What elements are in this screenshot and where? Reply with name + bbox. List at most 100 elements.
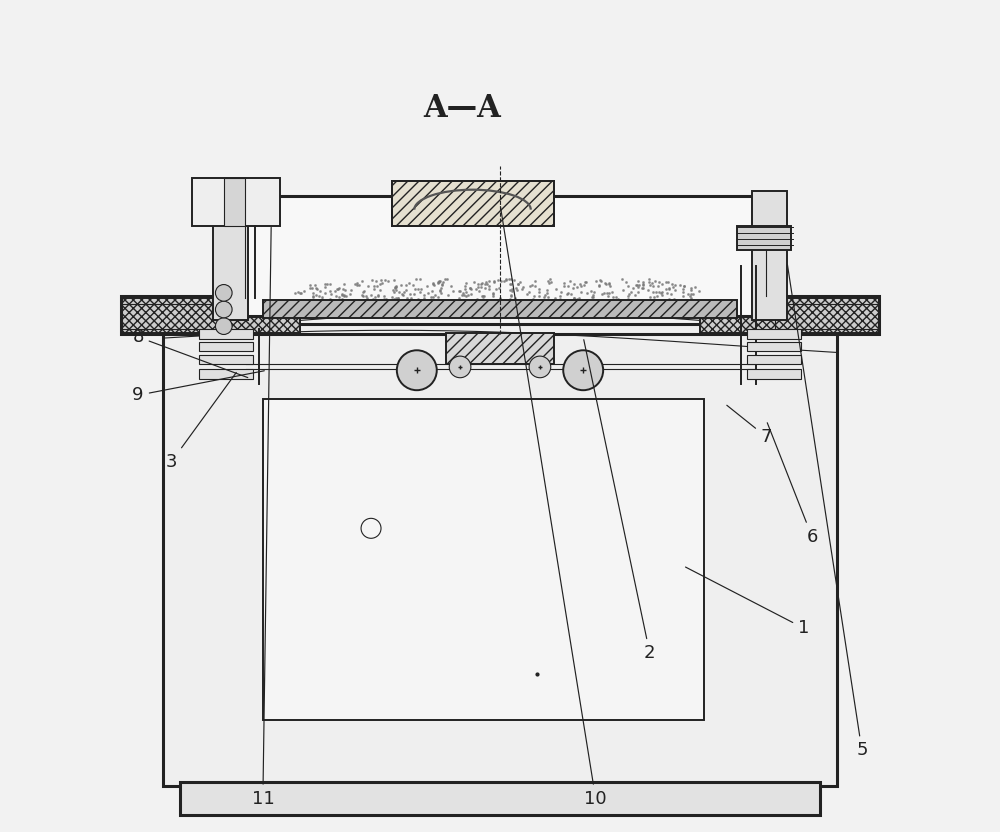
Point — [396, 285, 412, 299]
Point — [401, 277, 417, 290]
Point — [462, 281, 478, 295]
Point — [387, 280, 403, 294]
Point — [583, 285, 599, 298]
Point — [328, 293, 344, 306]
Point — [547, 291, 563, 305]
Point — [457, 283, 473, 296]
Point — [642, 279, 658, 292]
Point — [606, 293, 622, 306]
Point — [676, 280, 692, 293]
Point — [571, 294, 587, 307]
Text: 3: 3 — [166, 373, 236, 471]
Point — [511, 300, 527, 313]
Point — [485, 286, 501, 300]
Point — [648, 300, 664, 313]
Point — [501, 272, 517, 285]
Point — [593, 275, 609, 288]
Point — [503, 272, 519, 285]
Point — [675, 290, 691, 303]
Point — [503, 297, 519, 310]
Bar — [199, 329, 253, 339]
Point — [642, 290, 658, 303]
Point — [434, 278, 450, 291]
Point — [591, 300, 607, 313]
Point — [519, 297, 535, 310]
Point — [486, 275, 502, 289]
Bar — [392, 181, 554, 226]
Point — [680, 287, 696, 300]
Point — [368, 274, 384, 287]
Point — [478, 275, 494, 289]
Point — [644, 277, 660, 290]
Point — [399, 291, 415, 305]
Point — [344, 295, 360, 309]
Point — [358, 301, 374, 314]
Point — [614, 273, 630, 286]
Point — [302, 279, 318, 292]
Point — [437, 272, 453, 285]
Point — [460, 289, 476, 302]
Point — [542, 301, 558, 314]
Point — [593, 295, 609, 309]
Point — [463, 287, 479, 300]
Point — [621, 287, 637, 300]
Point — [354, 289, 370, 302]
Point — [354, 297, 370, 310]
Point — [342, 298, 358, 311]
Point — [630, 281, 646, 295]
Point — [321, 294, 337, 307]
Point — [419, 298, 435, 311]
Point — [443, 280, 459, 293]
Point — [314, 290, 330, 304]
Point — [336, 295, 352, 308]
Point — [469, 293, 485, 306]
Point — [391, 285, 407, 299]
Point — [604, 285, 620, 299]
Point — [440, 295, 456, 308]
Point — [551, 293, 567, 306]
Text: 2: 2 — [584, 339, 656, 662]
Point — [645, 295, 661, 309]
Point — [433, 297, 449, 310]
Point — [531, 290, 547, 303]
Point — [610, 300, 626, 313]
Point — [512, 275, 528, 289]
Point — [331, 281, 347, 295]
Circle shape — [215, 318, 232, 334]
Point — [405, 294, 421, 307]
Circle shape — [449, 356, 471, 378]
Point — [403, 296, 419, 310]
Point — [623, 295, 639, 308]
Point — [390, 291, 406, 305]
Point — [578, 275, 594, 289]
Point — [542, 272, 558, 285]
Point — [452, 297, 468, 310]
Point — [290, 285, 306, 299]
Point — [506, 274, 522, 287]
Text: 11: 11 — [252, 227, 274, 808]
Text: 7: 7 — [727, 405, 772, 446]
Point — [647, 274, 663, 287]
Point — [566, 292, 582, 305]
Point — [479, 295, 495, 308]
Point — [322, 293, 338, 306]
Point — [604, 294, 620, 307]
Point — [496, 275, 512, 288]
Point — [432, 285, 448, 298]
Point — [445, 284, 461, 297]
Point — [393, 278, 409, 291]
Point — [410, 292, 426, 305]
Circle shape — [563, 350, 603, 390]
Point — [649, 290, 665, 303]
Point — [336, 278, 352, 291]
Point — [633, 296, 649, 310]
Point — [412, 285, 428, 299]
Point — [507, 292, 523, 305]
Point — [287, 286, 303, 300]
Point — [620, 279, 636, 292]
Point — [531, 283, 547, 296]
Point — [439, 273, 455, 286]
Point — [504, 283, 520, 296]
Point — [452, 285, 468, 298]
Point — [605, 290, 621, 304]
